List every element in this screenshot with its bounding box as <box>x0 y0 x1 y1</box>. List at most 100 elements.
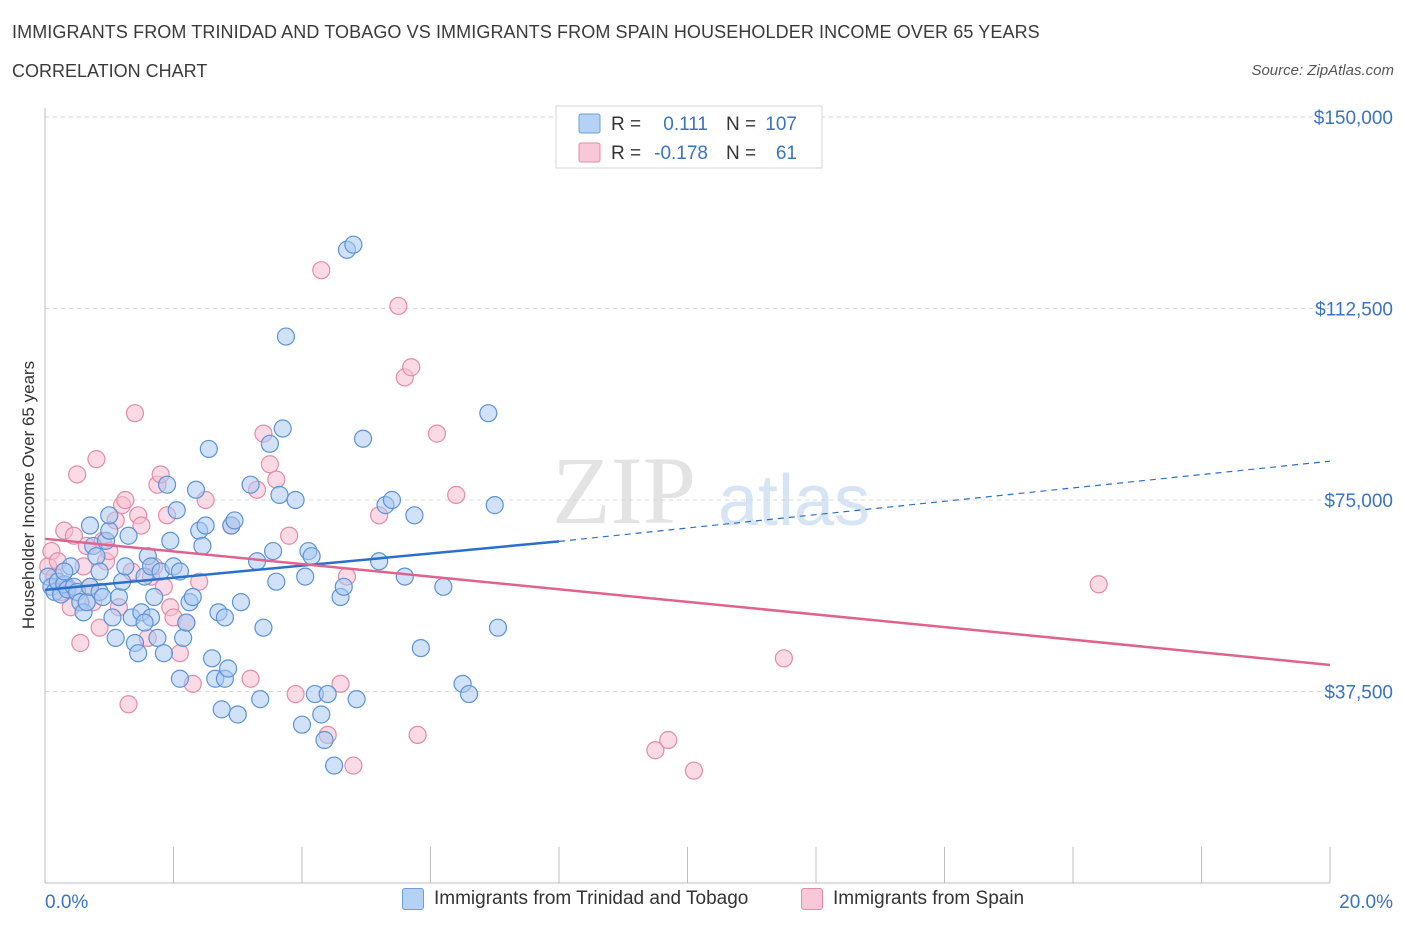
data-point-trinidad <box>318 684 337 704</box>
data-point-spain <box>71 633 90 653</box>
data-point-spain <box>402 358 421 377</box>
data-point-trinidad <box>90 562 109 581</box>
data-point-trinidad <box>347 690 366 709</box>
data-point-trinidad <box>177 613 196 632</box>
data-point-trinidad <box>263 541 283 561</box>
legend-n-label: N = <box>726 114 756 135</box>
legend-label-trinidad: Immigrants from Trinidad and Tobago <box>434 888 749 909</box>
data-point-trinidad <box>183 587 202 607</box>
chart-subtitle: CORRELATION CHART <box>12 61 208 81</box>
legend-r-label: R = <box>611 114 641 135</box>
data-point-trinidad <box>479 404 498 423</box>
data-point-trinidad <box>161 531 180 550</box>
data-point-trinidad <box>116 557 135 576</box>
data-point-trinidad <box>212 700 231 719</box>
data-point-spain <box>87 450 106 469</box>
data-point-trinidad <box>100 506 119 525</box>
data-point-trinidad <box>344 235 363 254</box>
data-point-trinidad <box>270 485 289 504</box>
data-point-trinidad <box>231 593 251 612</box>
data-point-trinidad <box>459 684 479 704</box>
series-legend: Immigrants from Trinidad and Tobago Immi… <box>0 888 1406 918</box>
data-point-trinidad <box>228 705 247 724</box>
data-point-spain <box>427 424 447 443</box>
data-point-spain <box>260 455 279 474</box>
data-point-trinidad <box>292 715 312 734</box>
data-point-trinidad <box>485 496 504 515</box>
data-point-trinidad <box>148 628 167 647</box>
data-point-trinidad <box>251 690 270 709</box>
data-point-trinidad <box>157 475 177 494</box>
data-point-trinidad <box>276 327 296 346</box>
series-trinidad-points <box>39 235 508 775</box>
data-point-trinidad <box>273 419 292 438</box>
data-point-trinidad <box>80 516 100 535</box>
legend-r-label: R = <box>611 143 641 164</box>
data-point-trinidad <box>254 618 273 637</box>
y-axis-title: Householder Income Over 65 years <box>19 361 38 629</box>
data-point-trinidad <box>154 644 173 663</box>
data-point-trinidad <box>87 547 106 566</box>
data-point-spain <box>774 649 793 668</box>
data-point-trinidad <box>370 552 389 571</box>
data-point-spain <box>280 526 299 545</box>
data-point-trinidad <box>109 587 128 607</box>
legend-item-spain[interactable]: Immigrants from Spain <box>801 888 1024 910</box>
data-point-trinidad <box>225 511 244 530</box>
data-point-spain <box>267 470 286 489</box>
x-tick-label-max: 20.0% <box>1339 892 1393 913</box>
data-point-trinidad <box>405 506 424 525</box>
data-point-spain <box>312 261 331 280</box>
data-point-trinidad <box>55 562 74 581</box>
data-point-spain <box>684 761 704 780</box>
data-point-spain <box>116 490 135 510</box>
x-tick-labels: 0.0% 20.0% <box>45 892 1393 913</box>
data-point-trinidad <box>353 429 373 448</box>
watermark-zip: ZIP <box>552 437 696 544</box>
data-point-spain <box>125 404 145 423</box>
data-point-trinidad <box>215 608 234 627</box>
data-point-trinidad <box>315 730 334 750</box>
data-point-trinidad <box>119 526 138 545</box>
legend-r-value: 0.111 <box>663 114 708 135</box>
legend-n-label: N = <box>726 143 756 164</box>
data-point-spain <box>344 756 363 775</box>
y-tick-label: $112,500 <box>1315 300 1393 321</box>
trend-lines <box>44 460 1331 667</box>
legend-swatch-pink <box>801 888 823 910</box>
data-point-trinidad <box>167 501 186 520</box>
chart-title: IMMIGRANTS FROM TRINIDAD AND TOBAGO VS I… <box>12 22 1040 42</box>
data-point-trinidad <box>296 567 315 586</box>
data-point-trinidad <box>302 547 321 566</box>
stats-legend: R = 0.111 N = 107 R = -0.178 N = 61 <box>555 105 823 169</box>
data-point-trinidad <box>199 439 218 459</box>
data-point-trinidad <box>202 649 222 668</box>
trend-line-spain <box>44 537 1331 667</box>
data-point-spain <box>646 741 665 760</box>
data-point-trinidad <box>193 536 212 556</box>
data-point-spain <box>170 644 190 663</box>
data-point-trinidad <box>260 434 279 453</box>
y-tick-label: $75,000 <box>1324 491 1393 512</box>
legend-r-value: -0.178 <box>654 143 708 164</box>
watermark: ZIP atlas <box>552 437 870 544</box>
data-point-trinidad <box>334 577 353 596</box>
data-point-spain <box>68 465 87 484</box>
data-point-trinidad <box>186 480 206 499</box>
axes <box>44 108 1331 884</box>
data-point-trinidad <box>267 572 286 591</box>
legend-n-value: 61 <box>776 143 797 164</box>
y-tick-label: $37,500 <box>1324 683 1393 704</box>
data-point-trinidad <box>170 669 190 688</box>
data-point-trinidad <box>325 756 344 775</box>
y-tick-labels: $37,500 $75,000 $112,500 $150,000 <box>1314 108 1393 704</box>
data-point-spain <box>659 730 678 750</box>
legend-item-trinidad[interactable]: Immigrants from Trinidad and Tobago <box>402 888 748 910</box>
data-point-spain <box>132 516 151 535</box>
data-point-spain <box>408 725 427 745</box>
data-point-trinidad <box>219 659 238 678</box>
data-point-spain <box>447 485 466 504</box>
data-point-trinidad <box>135 613 154 632</box>
data-point-trinidad <box>103 608 122 627</box>
